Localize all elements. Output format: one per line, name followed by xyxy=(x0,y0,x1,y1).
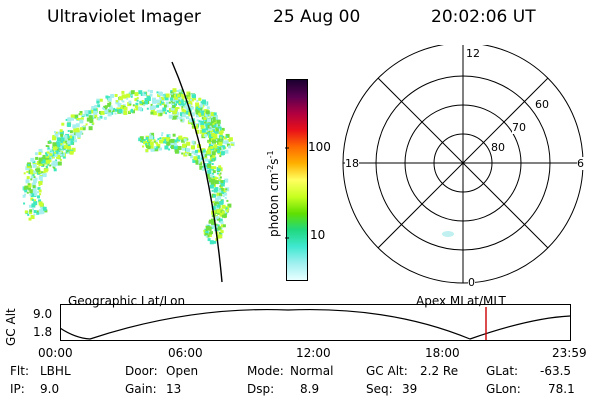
observation-time: 20:02:06 UT xyxy=(431,7,536,27)
lat-label-70: 70 xyxy=(512,121,526,134)
orbit-x-tick-0600: 06:00 xyxy=(168,346,203,360)
orbit-y-tick-low: 1.8 xyxy=(33,325,53,339)
orbit-x-tick-0000: 00:00 xyxy=(38,346,73,360)
mode-value: Normal xyxy=(290,364,334,378)
orbit-x-tick-2359: 23:59 xyxy=(552,346,587,360)
aurora-image xyxy=(22,61,235,283)
gain-value: 13 xyxy=(166,382,182,396)
gain-label: Gain: xyxy=(125,382,157,396)
seq-value: 39 xyxy=(402,382,418,396)
color-scale-bar xyxy=(286,79,308,281)
lat-label-60: 60 xyxy=(535,98,549,111)
orbit-x-tick-1200: 12:00 xyxy=(296,346,331,360)
mlt-label-0: 0 xyxy=(468,276,475,289)
gc-alt-value: 2.2 Re xyxy=(420,364,459,378)
seq-label: Seq: xyxy=(366,382,393,396)
orbit-altitude-strip xyxy=(60,304,571,341)
mlt-label-12: 12 xyxy=(466,47,480,60)
ip-value: 9.0 xyxy=(40,382,60,396)
colorbar-tick-100: 100 xyxy=(308,140,331,154)
polar-diagonal-2 xyxy=(377,77,549,249)
aurora-emission xyxy=(22,88,235,245)
colorbar-tick-10: 10 xyxy=(310,228,326,242)
glon-label: GLon: xyxy=(486,382,521,396)
orbit-x-tick-1800: 18:00 xyxy=(425,346,460,360)
door-value: Open xyxy=(166,364,199,378)
glat-value: -63.5 xyxy=(540,364,572,378)
mode-label: Mode: xyxy=(247,364,284,378)
lat-label-80: 80 xyxy=(491,141,505,154)
glat-label: GLat: xyxy=(486,364,519,378)
dsp-label: Dsp: xyxy=(247,382,275,396)
filter-value: LBHL xyxy=(40,364,71,378)
orbit-altitude-curve xyxy=(60,308,571,340)
mlt-label-18: 18 xyxy=(345,157,359,170)
mlt-label-6: 6 xyxy=(577,157,584,170)
dsp-value: 8.9 xyxy=(300,382,320,396)
glon-value: 78.1 xyxy=(548,382,575,396)
observation-date: 25 Aug 00 xyxy=(273,7,361,27)
orbit-y-tick-high: 9.0 xyxy=(33,307,53,321)
gc-alt-label: GC Alt: xyxy=(366,364,408,378)
polar-emission-spot xyxy=(442,231,454,237)
door-label: Door: xyxy=(125,364,158,378)
polar-grid-plot xyxy=(342,45,584,284)
instrument-title: Ultraviolet Imager xyxy=(47,7,201,27)
filter-label: Flt: xyxy=(10,364,29,378)
terminator-line xyxy=(171,61,223,283)
ip-label: IP: xyxy=(10,382,25,396)
